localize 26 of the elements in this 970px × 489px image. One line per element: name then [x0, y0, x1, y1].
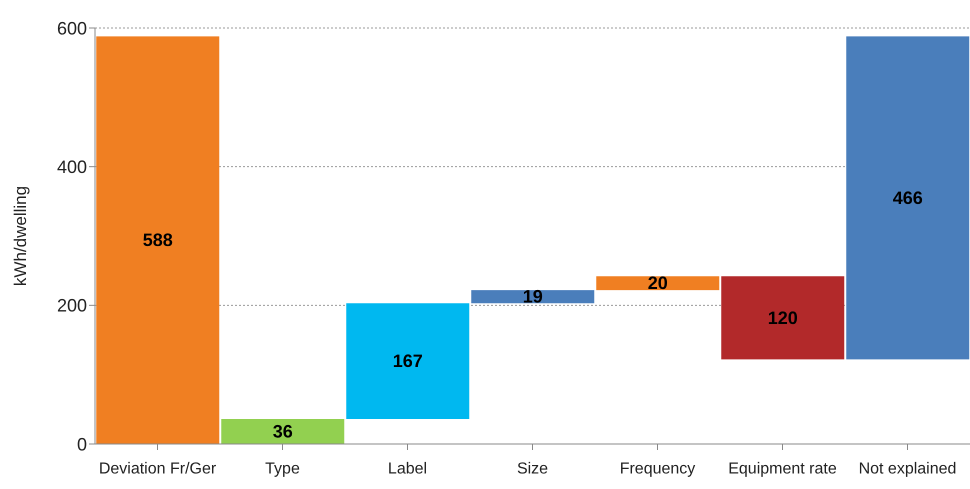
y-tick-label: 400: [56, 157, 87, 178]
y-tick-label: 600: [56, 18, 87, 38]
y-axis-title: kWh/dwelling: [11, 186, 30, 286]
x-tick-label: Label: [388, 460, 428, 478]
x-tick-label: Size: [516, 460, 548, 478]
data-label: 167: [392, 351, 423, 372]
y-tick-label: 200: [56, 296, 87, 316]
data-label: 120: [768, 308, 798, 328]
data-label: 466: [892, 188, 923, 208]
bar: [221, 419, 344, 444]
bar: [596, 276, 720, 290]
data-label: 19: [522, 286, 543, 307]
bar: [721, 276, 844, 360]
x-tick-label: Not explained: [858, 460, 956, 478]
bar: [96, 36, 220, 444]
bar: [846, 36, 970, 360]
bar: [471, 290, 594, 304]
data-label: 588: [142, 230, 173, 250]
data-label: 20: [648, 273, 668, 294]
bar: [346, 303, 470, 420]
x-tick-label: Frequency: [620, 460, 696, 478]
x-tick-label: Equipment rate: [728, 460, 837, 478]
y-tick-label: 0: [76, 434, 87, 454]
x-tick-label: Deviation Fr/Ger: [98, 460, 217, 478]
x-tick-label: Type: [265, 460, 300, 478]
data-label: 36: [272, 422, 293, 442]
